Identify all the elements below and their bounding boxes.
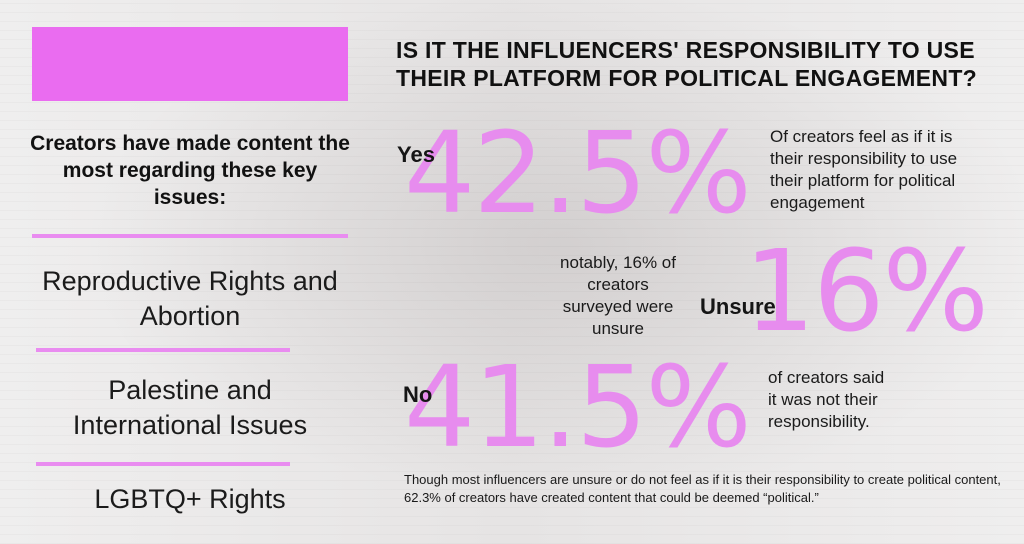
stat-yes-description: Of creators feel as if it is their respo… [770,127,958,212]
issue-palestine: Palestine and International Issues [72,375,308,440]
divider-3 [36,462,290,466]
issue-lgbtq: LGBTQ+ Rights [94,484,286,514]
header-banner [32,27,348,101]
divider-2 [36,348,290,352]
stat-unsure-value: 16% [744,227,989,357]
footer-note: Though most influencers are unsure or do… [404,472,1001,505]
stat-no-description: of creators said it was not their respon… [768,368,885,431]
stat-yes-value: 42.5% [404,109,752,239]
stat-no-value: 41.5% [404,343,752,473]
issues-heading: Creators have made content the most rega… [30,132,350,209]
stat-unsure-description: notably, 16% of creators surveyed were u… [560,253,676,338]
issue-reproductive-rights: Reproductive Rights and Abortion [42,266,338,331]
stat-no-label: No [403,382,433,407]
stat-unsure-label: Unsure [700,294,776,319]
stat-yes-label: Yes [397,142,435,167]
question-heading: IS IT THE INFLUENCERS' RESPONSIBILITY TO… [396,37,978,91]
divider-1 [32,234,348,238]
